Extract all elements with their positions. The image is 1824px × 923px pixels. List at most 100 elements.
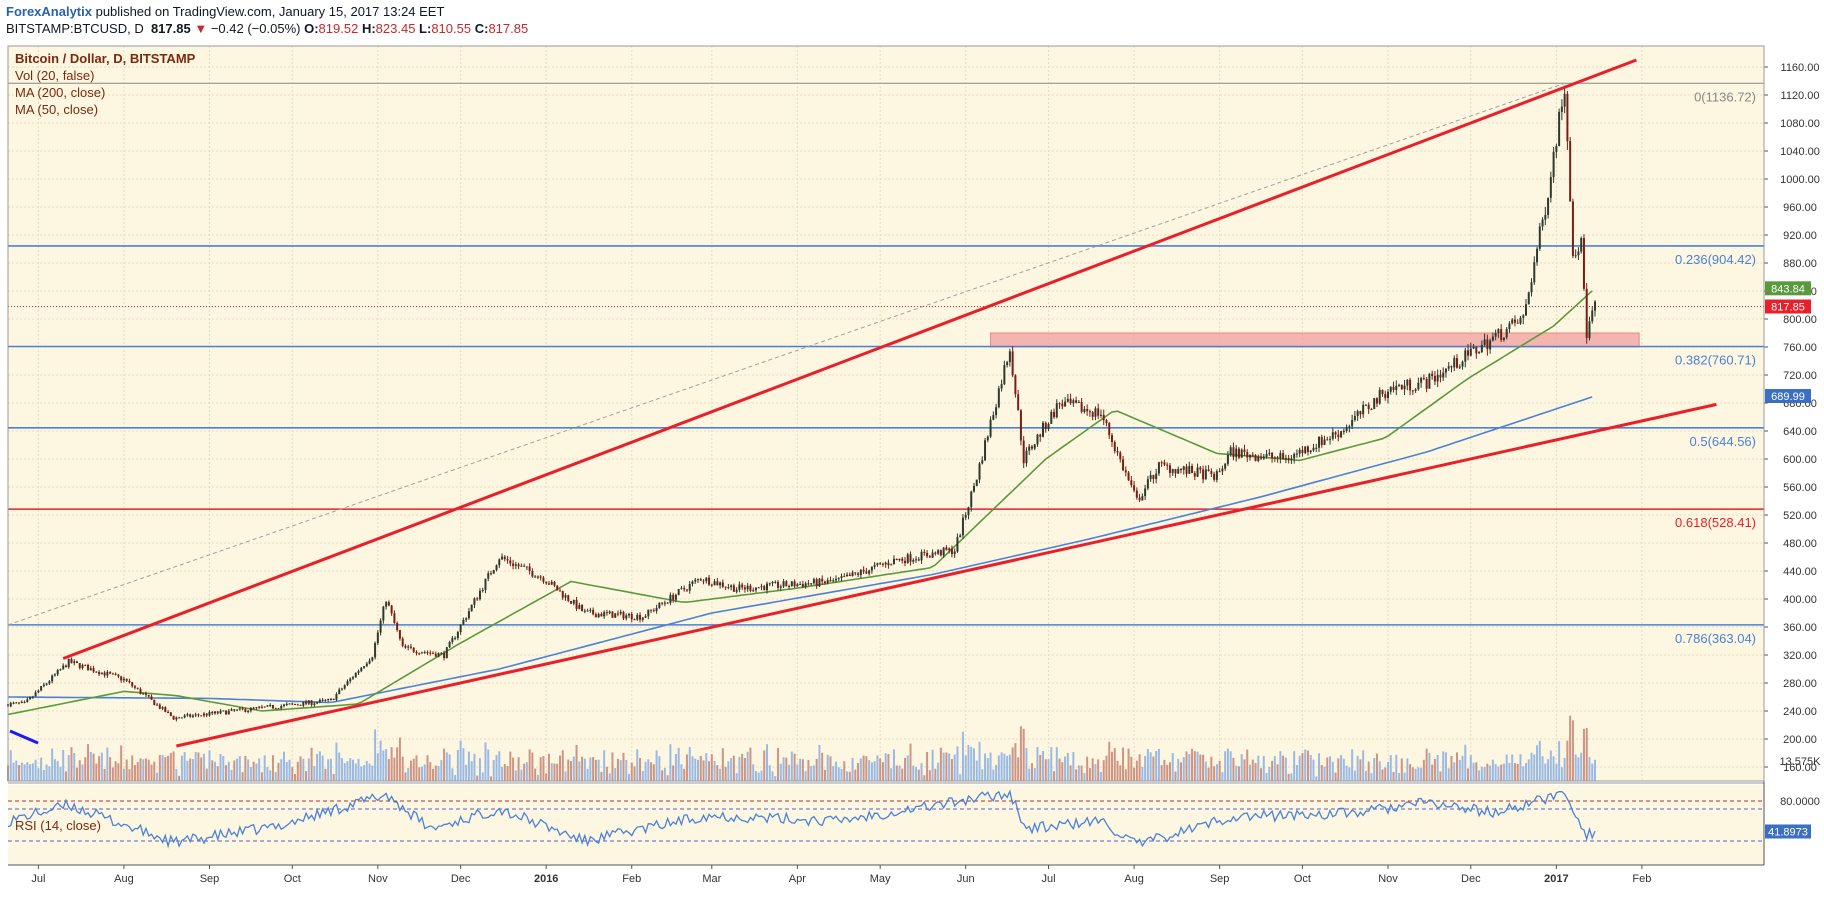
volume-bar <box>1505 754 1508 781</box>
candle-body <box>901 558 904 561</box>
candle-body <box>1221 468 1224 472</box>
volume-bar <box>970 746 973 781</box>
volume-bar <box>208 750 211 781</box>
volume-bar <box>575 744 578 781</box>
volume-bar <box>1359 759 1362 781</box>
candle-body <box>407 646 410 648</box>
candle-body <box>1489 340 1492 350</box>
volume-bar <box>523 763 526 781</box>
candle-body <box>799 584 802 586</box>
candle-body <box>1086 408 1089 412</box>
volume-bar <box>1149 752 1152 781</box>
volume-bar <box>799 758 802 781</box>
candle-body <box>1494 333 1497 337</box>
candle-body <box>233 709 236 711</box>
candle-body <box>62 665 65 670</box>
volume-bar <box>1204 761 1207 781</box>
candle-body <box>1226 454 1229 464</box>
candle-body <box>1177 468 1180 474</box>
volume-bar <box>1527 759 1530 781</box>
volume-bar <box>608 773 611 781</box>
candle-body <box>111 673 114 675</box>
ma50-line <box>7 290 1593 716</box>
volume-bar <box>103 768 106 781</box>
volume-bar <box>534 768 537 781</box>
x-tick-label: Nov <box>1378 873 1398 885</box>
legend-rsi[interactable]: RSI (14, close) <box>15 818 101 833</box>
volume-bar <box>390 747 393 781</box>
volume-bar <box>1226 748 1229 781</box>
volume-bar <box>53 759 56 781</box>
volume-bar <box>514 770 517 781</box>
volume-bar <box>1202 754 1205 781</box>
volume-bar <box>912 765 915 781</box>
candle-body <box>931 552 934 558</box>
candle-body <box>1260 457 1263 459</box>
candle-body <box>1224 463 1227 469</box>
y-tick-label: 200.00 <box>1783 734 1817 746</box>
candle-body <box>343 685 346 689</box>
candle-body <box>840 576 843 579</box>
candle-body <box>1422 378 1425 380</box>
volume-bar <box>241 772 244 781</box>
candle-body <box>754 587 757 591</box>
price-chart[interactable]: 0(1136.72) 0.236(904.42) 0.382(760.71) 0.5(… <box>0 40 1824 923</box>
volume-bar <box>639 758 642 781</box>
volume-bar <box>1558 741 1561 781</box>
volume-bar <box>139 758 142 781</box>
zone-rect <box>990 332 1640 348</box>
candle-body <box>1552 151 1555 178</box>
candle-body <box>564 595 567 598</box>
volume-bar <box>509 751 512 781</box>
legend-vol[interactable]: Vol (20, false) <box>15 68 95 83</box>
candle-body <box>1157 462 1160 474</box>
volume-bar <box>984 753 987 781</box>
price-tag <box>1765 389 1811 404</box>
volume-bar <box>1571 720 1574 781</box>
rsi-pane[interactable] <box>8 785 1764 865</box>
volume-bar <box>150 764 153 781</box>
candle-body <box>426 652 429 654</box>
candle-body <box>746 585 749 590</box>
candle-body <box>98 672 101 675</box>
volume-bar <box>1298 755 1301 781</box>
volume-bar <box>1552 756 1555 781</box>
volume-bar <box>183 752 186 781</box>
brand-link[interactable]: ForexAnalytix <box>6 4 92 19</box>
volume-bar <box>111 767 114 781</box>
candle-body <box>274 708 277 710</box>
volume-bar <box>1235 765 1238 781</box>
candle-body <box>197 714 200 716</box>
x-tick-label: Feb <box>622 873 641 885</box>
candle-body <box>106 672 109 676</box>
legend-ma200[interactable]: MA (200, close) <box>15 85 105 100</box>
candle-body <box>1420 378 1423 383</box>
candle-body <box>614 613 617 618</box>
candle-body <box>1331 432 1334 439</box>
candle-body <box>567 595 570 602</box>
x-tick-label: Apr <box>789 873 806 885</box>
volume-bar <box>570 761 573 781</box>
volume-bar <box>1042 750 1044 781</box>
candle-body <box>1133 485 1136 491</box>
candle-body <box>409 646 412 648</box>
candle-body <box>603 612 606 617</box>
volume-bar <box>1585 727 1588 781</box>
candle-body <box>674 594 677 600</box>
candle-body <box>525 566 528 568</box>
legend-ma50[interactable]: MA (50, close) <box>15 102 98 117</box>
candle-body <box>432 652 435 654</box>
candle-body <box>1351 420 1354 427</box>
candle-body <box>1191 465 1194 474</box>
candle-body <box>1547 197 1550 215</box>
candle-body <box>1174 469 1177 474</box>
candle-body <box>724 586 727 588</box>
volume-bar <box>1003 753 1006 781</box>
volume-bar <box>1420 767 1423 781</box>
candle-body <box>360 667 363 672</box>
candle-body <box>1298 449 1301 454</box>
price-pane[interactable] <box>8 46 1764 781</box>
volume-bar <box>371 765 374 781</box>
volume-bar <box>1232 757 1235 781</box>
volume-bar <box>752 764 755 781</box>
